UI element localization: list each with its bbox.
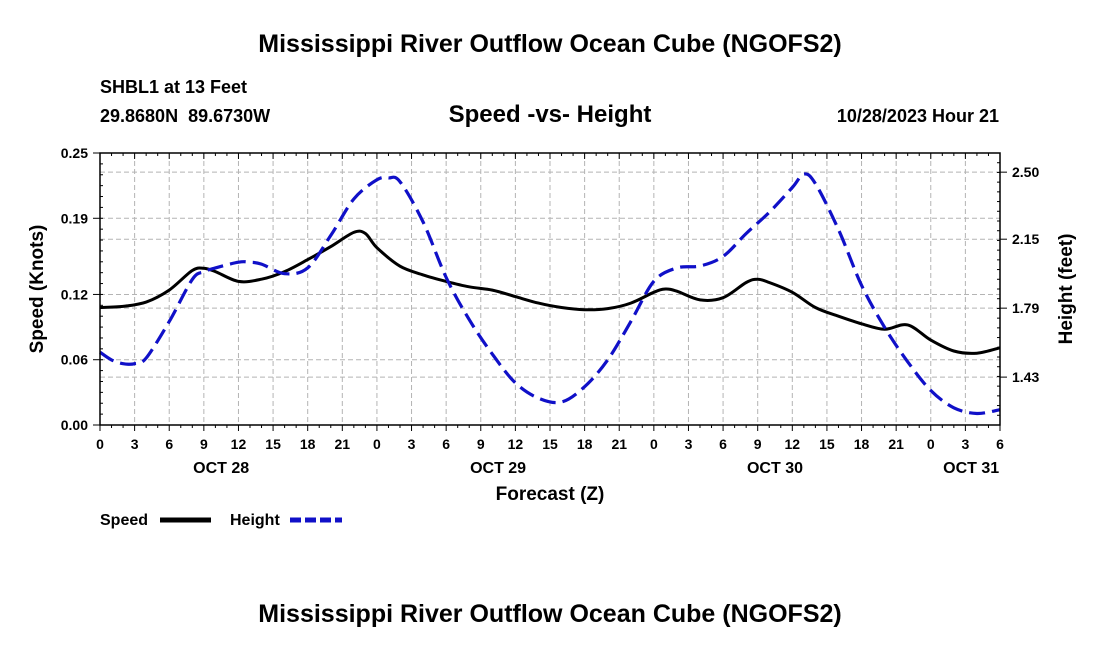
day-label: OCT 29 <box>470 460 526 477</box>
y-tick-label: 0.06 <box>61 352 88 368</box>
x-tick-label: 18 <box>577 436 593 452</box>
x-tick-label: 6 <box>719 436 727 452</box>
x-tick-label: 21 <box>611 436 627 452</box>
day-label: OCT 31 <box>943 460 999 477</box>
x-tick-label: 21 <box>335 436 351 452</box>
axes: 0 3 6 9 12 15 18 21 0 3 6 9 12 15 18 21 0 3 6 9 12 15 18 21 0 3 6 O… <box>61 145 1040 477</box>
x-tick-label: 15 <box>819 436 835 452</box>
y-axis-label: Speed (Knots) <box>27 225 48 354</box>
x-tick-label: 12 <box>785 436 801 452</box>
x-tick-label: 15 <box>265 436 281 452</box>
footer-title: Mississippi River Outflow Ocean Cube (NG… <box>258 600 842 628</box>
chart-title: Speed -vs- Height <box>448 101 652 128</box>
x-tick-label: 15 <box>542 436 558 452</box>
day-label: OCT 30 <box>747 460 803 477</box>
x-axis-label: Forecast (Z) <box>496 484 605 505</box>
coordinates-label: 29.8680N 89.6730W <box>100 106 271 126</box>
x-tick-label: 9 <box>200 436 208 452</box>
x-tick-label: 3 <box>685 436 693 452</box>
day-label: OCT 28 <box>193 460 249 477</box>
x-tick-label: 18 <box>854 436 870 452</box>
station-label: SHBL1 at 13 Feet <box>100 77 248 97</box>
x-tick-label: 6 <box>165 436 173 452</box>
x-tick-label: 9 <box>477 436 485 452</box>
x-tick-label: 0 <box>650 436 658 452</box>
series-line-height <box>99 172 1001 416</box>
series-layer <box>99 172 1001 416</box>
y2-tick-label: 2.15 <box>1012 231 1039 247</box>
y2-axis-label: Height (feet) <box>1056 234 1077 345</box>
x-tick-label: 3 <box>408 436 416 452</box>
x-tick-label: 18 <box>300 436 316 452</box>
series-line-speed <box>99 229 1001 355</box>
main-title: Mississippi River Outflow Ocean Cube (NG… <box>258 30 842 58</box>
x-tick-label: 0 <box>373 436 381 452</box>
y2-tick-label: 1.79 <box>1012 300 1039 316</box>
x-tick-label: 9 <box>754 436 762 452</box>
y-tick-label: 0.12 <box>61 286 88 302</box>
x-tick-label: 3 <box>961 436 969 452</box>
y2-tick-label: 2.50 <box>1012 164 1039 180</box>
legend-label-height: Height <box>230 512 280 529</box>
legend: Speed Height <box>100 512 342 529</box>
x-tick-label: 12 <box>231 436 247 452</box>
y-tick-label: 0.25 <box>61 145 88 161</box>
y-tick-label: 0.00 <box>61 417 88 433</box>
x-tick-label: 6 <box>996 436 1004 452</box>
x-tick-label: 12 <box>508 436 524 452</box>
y2-tick-label: 1.43 <box>1012 369 1039 385</box>
y-tick-label: 0.19 <box>61 210 88 226</box>
grid <box>100 153 1000 425</box>
x-tick-label: 21 <box>888 436 904 452</box>
datetime-label: 10/28/2023 Hour 21 <box>836 106 999 126</box>
x-tick-label: 0 <box>927 436 935 452</box>
x-tick-label: 6 <box>442 436 450 452</box>
x-tick-label: 3 <box>131 436 139 452</box>
x-tick-label: 0 <box>96 436 104 452</box>
legend-label-speed: Speed <box>100 512 148 529</box>
